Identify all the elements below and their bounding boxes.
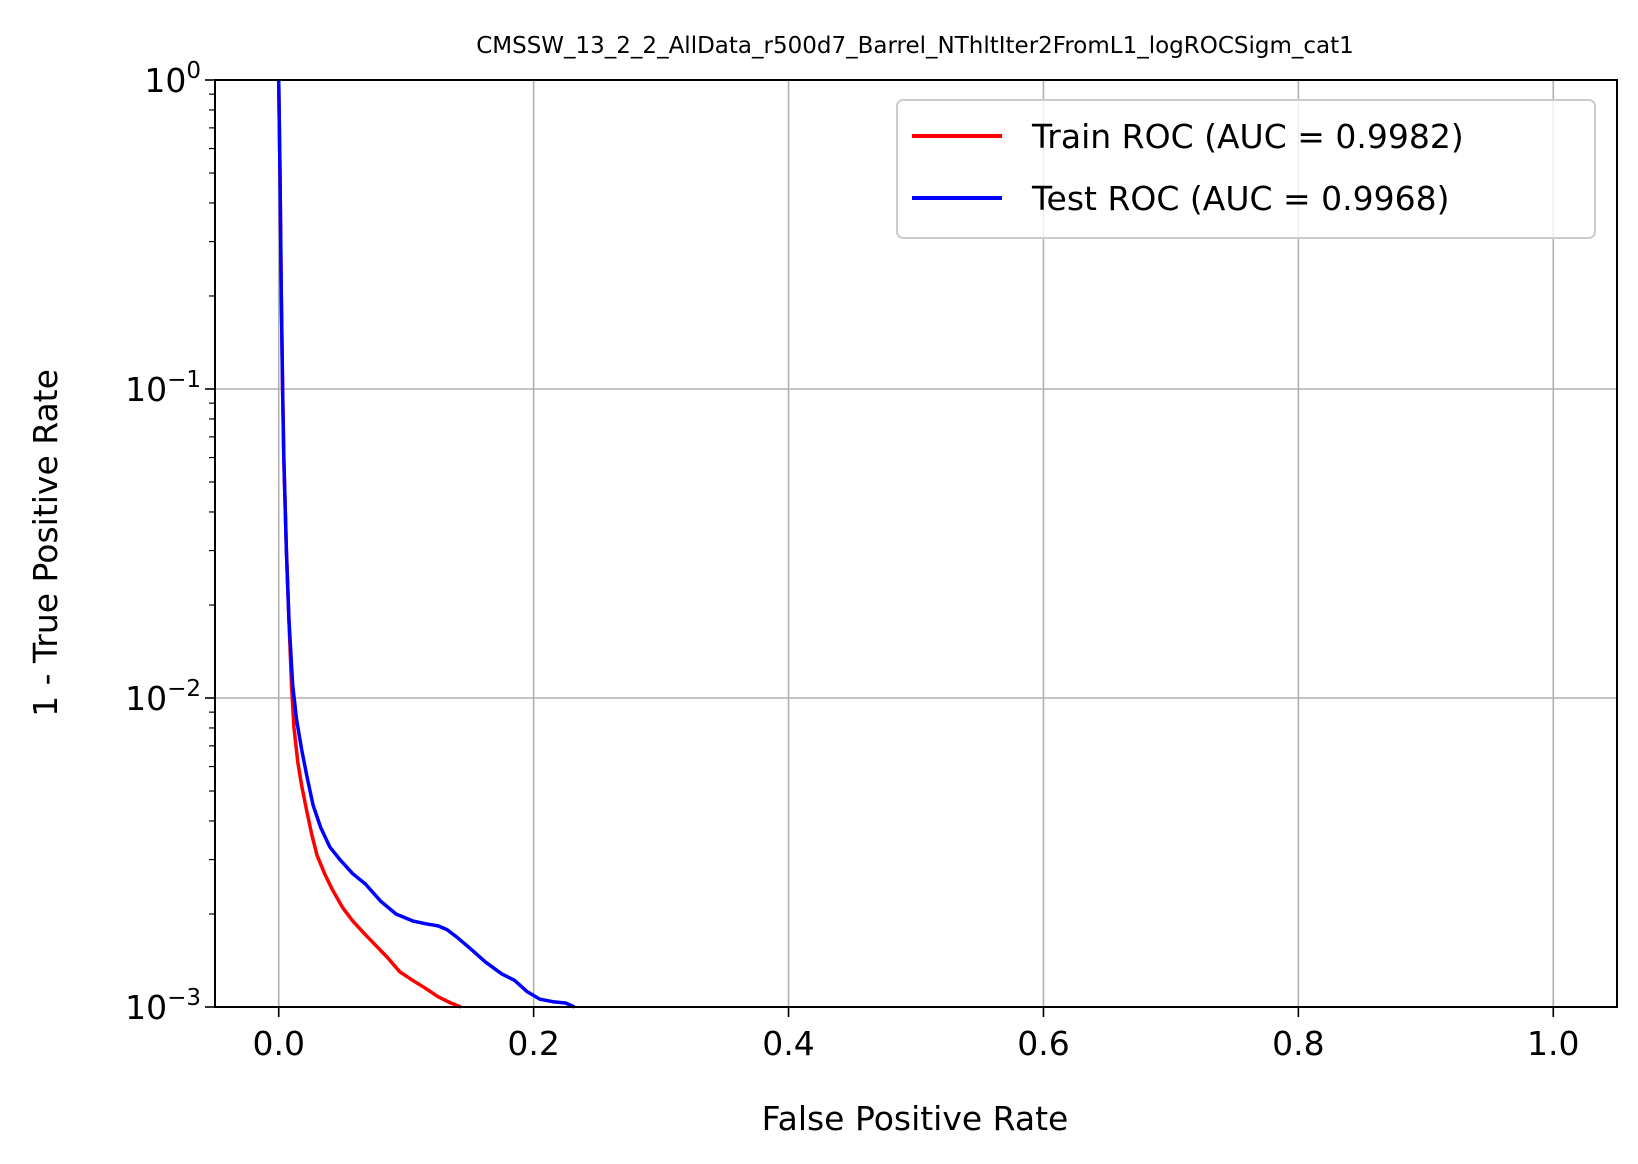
y-axis-label: 1 - True Positive Rate xyxy=(26,369,65,717)
x-tick-label: 0.2 xyxy=(507,1024,559,1063)
y-tick-label: 10−2 xyxy=(125,676,201,718)
plot-frame xyxy=(214,79,1618,1008)
legend: Train ROC (AUC = 0.9982) Test ROC (AUC =… xyxy=(896,99,1596,239)
x-tick-label: 0.8 xyxy=(1272,1024,1324,1063)
y-tick-label: 100 xyxy=(144,58,201,100)
legend-label-train: Train ROC (AUC = 0.9982) xyxy=(1031,117,1464,156)
x-axis-label: False Positive Rate xyxy=(762,1099,1069,1138)
legend-box xyxy=(896,99,1596,239)
x-tick-label: 1.0 xyxy=(1527,1024,1579,1063)
y-tick-label: 10−3 xyxy=(125,985,201,1027)
test-roc-line xyxy=(276,79,576,1009)
x-tick-label: 0.4 xyxy=(762,1024,814,1063)
y-tick-label: 10−1 xyxy=(125,367,201,409)
tick-labels: 0.0 0.2 0.4 0.6 0.8 1.0 100 10−1 10−2 10−3 xyxy=(125,58,1579,1063)
x-tick-label: 0.6 xyxy=(1017,1024,1069,1063)
axes xyxy=(205,79,1618,1017)
chart-title: CMSSW_13_2_2_AllData_r500d7_Barrel_NThlt… xyxy=(476,33,1354,59)
legend-label-test: Test ROC (AUC = 0.9968) xyxy=(1031,179,1450,218)
x-tick-label: 0.0 xyxy=(252,1024,304,1063)
series-lines xyxy=(276,79,576,1009)
